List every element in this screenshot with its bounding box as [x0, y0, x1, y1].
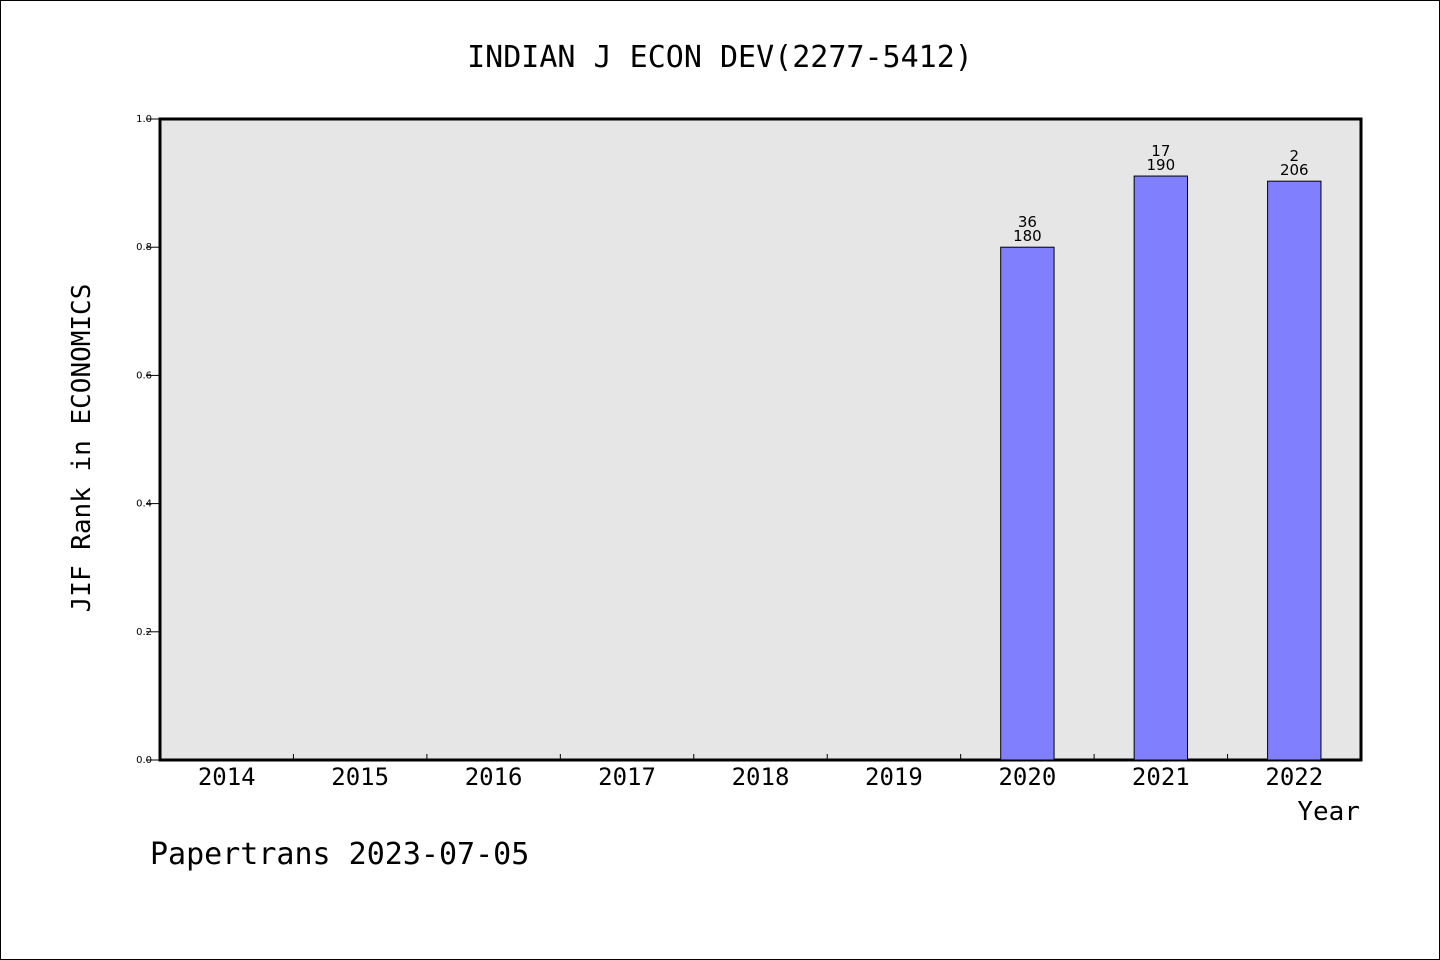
y-tick-label: 0.2	[136, 627, 152, 638]
bar-label-total: 180	[1013, 227, 1042, 245]
y-tick-label: 0.8	[136, 242, 152, 253]
y-tick-label: 0.0	[136, 755, 152, 766]
y-axis-title: JIF Rank in ECONOMICS	[67, 284, 97, 613]
chart-title: INDIAN J ECON DEV(2277-5412)	[467, 40, 973, 75]
x-tick-label: 2015	[331, 763, 389, 791]
bar-label-total: 190	[1147, 156, 1176, 174]
y-tick-label: 0.4	[136, 499, 152, 510]
x-tick-label: 2014	[198, 763, 256, 791]
x-tick-label: 2017	[598, 763, 656, 791]
footer-credit: Papertrans 2023-07-05	[150, 837, 529, 872]
bar-label-total: 206	[1280, 161, 1309, 179]
y-axis: 0.0 0.2 0.4 0.6 0.8 1.0	[136, 114, 160, 766]
bar-series	[1000, 175, 1322, 761]
bar-2021	[1133, 175, 1189, 761]
bar-label-rank: 17	[1151, 142, 1170, 160]
bar-label-rank: 36	[1018, 213, 1037, 231]
x-tick-label: 2020	[998, 763, 1056, 791]
y-tick-label: 1.0	[136, 114, 152, 125]
x-tick-label: 2022	[1265, 763, 1323, 791]
x-axis-title: Year	[1297, 797, 1360, 827]
x-tick-label: 2018	[732, 763, 790, 791]
x-axis: 2014 2015 2016 2017 2018 2019 2020 2021 2022	[198, 754, 1323, 791]
x-tick-label: 2019	[865, 763, 923, 791]
y-tick-label: 0.6	[136, 370, 152, 381]
bar-2022	[1267, 180, 1322, 761]
bar-label-rank: 2	[1290, 147, 1300, 165]
x-tick-label: 2016	[465, 763, 523, 791]
x-tick-label: 2021	[1132, 763, 1190, 791]
bar-2020	[1000, 246, 1055, 761]
